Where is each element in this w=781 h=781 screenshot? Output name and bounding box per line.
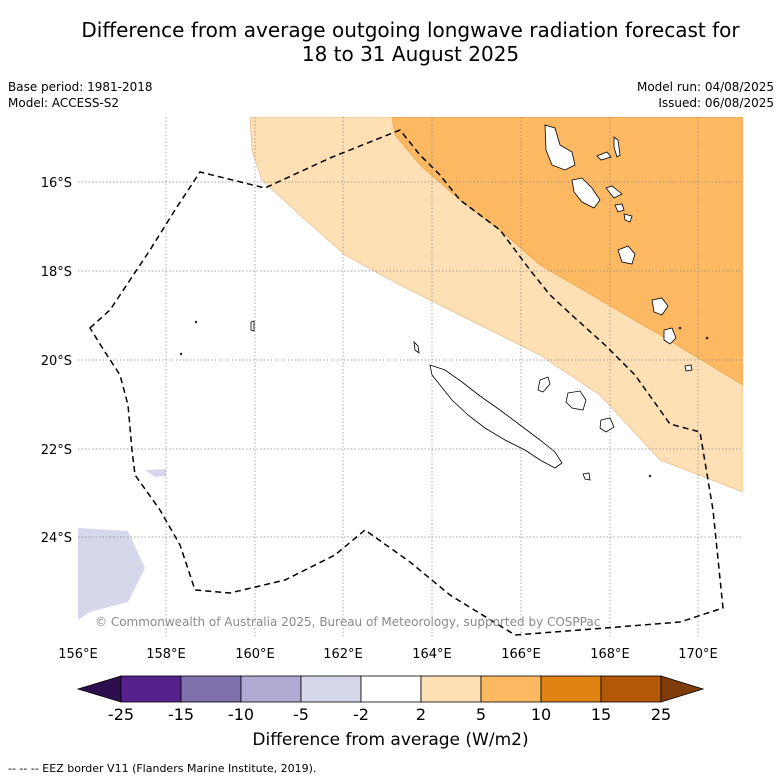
lon-label: 156°E [58, 647, 98, 662]
gridlines [78, 117, 743, 637]
lon-label: 164°E [412, 647, 452, 662]
colorbar-extend-high [660, 675, 705, 703]
coastlines [179, 124, 709, 481]
colorbar-swatch [360, 675, 422, 703]
copyright-notice: © Commonwealth of Australia 2025, Bureau… [95, 615, 600, 629]
vanuatu-shepherd [623, 213, 633, 223]
colorbar-tick-label: 5 [476, 705, 486, 724]
lon-label: 160°E [235, 647, 275, 662]
vanuatu-espiritu-santo [544, 124, 576, 171]
map-title: Difference from average outgoing longwav… [0, 18, 781, 66]
lon-label: 158°E [146, 647, 186, 662]
colorbar-swatch [180, 675, 242, 703]
colorbar-label: Difference from average (W/m2) [252, 730, 529, 750]
new-caledonia-coast [429, 364, 563, 469]
islet-dot-5 [648, 474, 652, 478]
colorbar-tick-label: -2 [353, 705, 369, 724]
islet-dot-4 [705, 336, 709, 340]
isle-of-pines [582, 472, 591, 481]
vanuatu-malekula [571, 177, 601, 209]
lon-label: 166°E [501, 647, 541, 662]
title-line-1: Difference from average outgoing longwav… [81, 18, 740, 42]
colorbar-tick-label: 15 [591, 705, 611, 724]
belep-island [413, 340, 420, 354]
colorbar-swatch [240, 675, 302, 703]
lon-label: 168°E [590, 647, 630, 662]
lat-label: 24°S [41, 531, 72, 546]
colorbar-swatch [540, 675, 602, 703]
loyalty-island-mare [599, 417, 615, 433]
lat-label: 20°S [41, 354, 72, 369]
colorbar-extend-low [76, 675, 122, 703]
vanuatu-epi [614, 203, 625, 213]
vanuatu-maewo [613, 136, 621, 158]
anomaly-5-10-region [391, 117, 743, 386]
issued-date: Issued: 06/08/2025 [658, 96, 774, 110]
vanuatu-tanna [663, 327, 677, 345]
colorbar-tick-label: -5 [293, 705, 309, 724]
colorbar-swatch [600, 675, 662, 703]
loyalty-island-lifou [565, 390, 587, 411]
model-run: Model run: 04/08/2025 [636, 80, 774, 94]
islet-dot-2 [179, 352, 183, 356]
lon-axis: 156°E 158°E 160°E 162°E 164°E 166°E 168°… [58, 647, 718, 662]
chesterfield-islet [250, 320, 255, 332]
model-name: Model: ACCESS-S2 [8, 96, 120, 110]
lon-label: 170°E [678, 647, 718, 662]
vanuatu-ambae [596, 151, 612, 161]
vanuatu-efate [617, 245, 636, 265]
lat-label: 22°S [41, 443, 72, 458]
anomaly-fields [78, 117, 743, 620]
islet-dot-1 [194, 320, 198, 324]
lat-axis: 16°S 18°S 20°S 22°S 24°S [41, 176, 72, 546]
vanuatu-aneityum [684, 364, 693, 372]
eez-legend-note: -- -- -- EEZ border V11 (Flanders Marine… [8, 762, 317, 775]
islet-dot-3 [678, 326, 682, 330]
colorbar-tick-label: -10 [228, 705, 254, 724]
lon-label: 162°E [323, 647, 363, 662]
meta-left: Base period: 1981-2018 Model: ACCESS-S2 [8, 79, 153, 111]
colorbar-tick-label: 2 [416, 705, 426, 724]
colorbar-tick-label: 25 [651, 705, 671, 724]
anomaly-neg-region-west [78, 528, 145, 620]
colorbar-swatch [420, 675, 482, 703]
lat-label: 18°S [41, 265, 72, 280]
colorbar-swatch [120, 675, 182, 703]
base-period: Base period: 1981-2018 [8, 80, 153, 94]
title-line-2: 18 to 31 August 2025 [301, 42, 520, 66]
lat-label: 16°S [41, 176, 72, 191]
colorbar-tick-label: -15 [168, 705, 194, 724]
colorbar-swatch [480, 675, 542, 703]
meta-right: Model run: 04/08/2025 Issued: 06/08/2025 [637, 79, 774, 111]
vanuatu-erromango [651, 297, 669, 316]
eez-border [89, 129, 724, 636]
colorbar-tick-label: -25 [108, 705, 134, 724]
anomaly-neg-region-small [145, 469, 166, 477]
vanuatu-pentecost [605, 185, 623, 199]
colorbar-swatch [300, 675, 362, 703]
colorbar [76, 675, 705, 703]
loyalty-island-ouvea [537, 376, 551, 393]
colorbar-tick-label: 10 [531, 705, 551, 724]
colorbar-ticks: -25 -15 -10 -5 -2 2 5 10 15 25 [108, 705, 671, 724]
